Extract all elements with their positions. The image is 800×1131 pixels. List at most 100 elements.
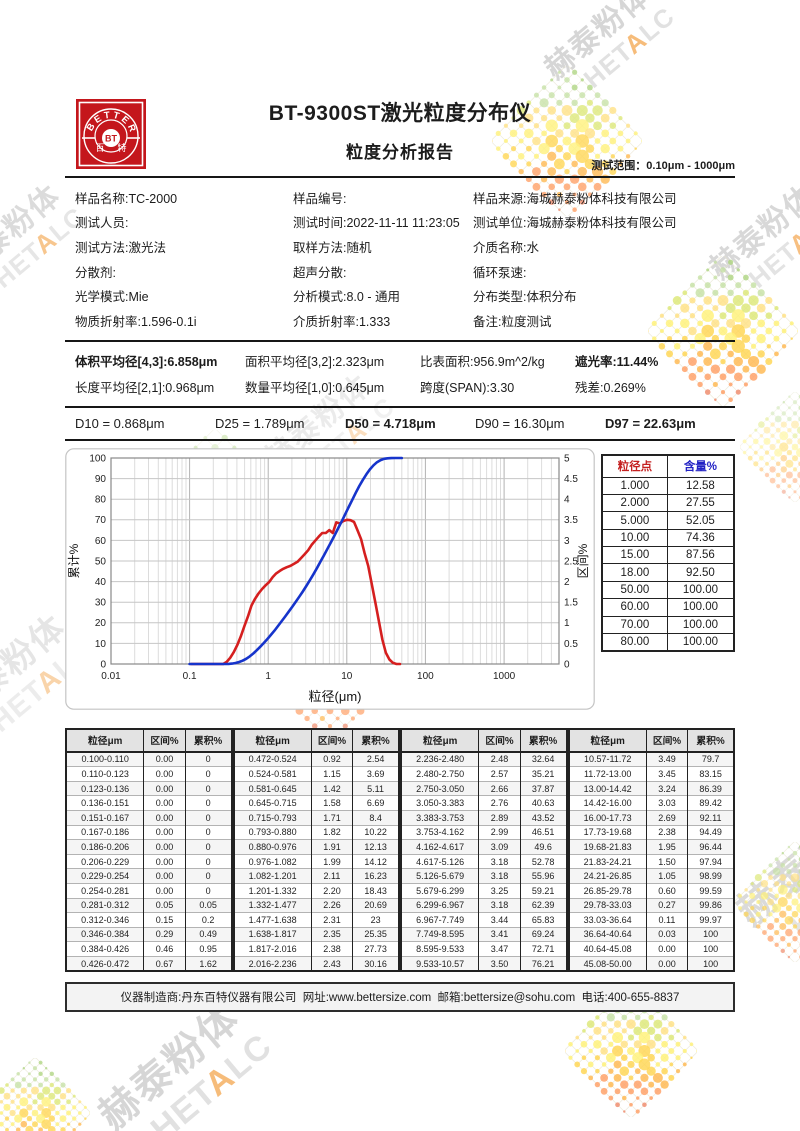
cell-cumulative: 79.7 <box>687 751 734 767</box>
table-row: 7.749-8.595 3.41 69.24 <box>401 926 567 942</box>
cell-cumulative: 72.71 <box>519 941 567 957</box>
svg-text:3.5: 3.5 <box>564 515 578 526</box>
svg-text:0.1: 0.1 <box>183 671 197 682</box>
cell-interval: 1.71 <box>310 809 353 826</box>
cell-cumulative: 0 <box>184 766 232 782</box>
cell-range: 8.595-9.533 <box>401 941 479 957</box>
cell-interval: 2.57 <box>478 766 521 782</box>
table-row: 50.00 100.00 <box>601 580 735 600</box>
cell-interval: 1.99 <box>310 853 353 869</box>
table-row: 2.750-3.050 2.66 37.87 <box>401 780 567 796</box>
cell-size-point: 15.00 <box>601 546 668 565</box>
cell-interval: 0.00 <box>143 839 186 855</box>
cell-interval: 0.00 <box>143 766 186 782</box>
cell-size-point: 60.00 <box>601 598 668 617</box>
cell-interval: 3.47 <box>478 941 521 957</box>
cell-cumulative: 100 <box>687 955 734 972</box>
info-field-r5c2: 分析模式:8.0 - 通用 <box>293 290 400 305</box>
cell-range: 0.715-0.793 <box>233 809 312 826</box>
distribution-table-group-1: 粒径μm 区间% 累积% 0.100-0.110 0.00 0 0.110-0.123 0.0… <box>65 727 233 973</box>
chart-section: 0 10 20 30 40 50 60 70 80 90 100 0 0.5 1 1.5 2 2.5 3 3.5 4 4… <box>65 447 735 715</box>
table-row: 5.679-6.299 3.25 59.21 <box>401 882 567 898</box>
cell-cumulative: 0 <box>184 809 232 826</box>
cell-size-point: 50.00 <box>601 580 668 600</box>
table-row: 0.100-0.110 0.00 0 <box>66 751 232 767</box>
cell-interval: 3.03 <box>645 795 688 811</box>
cell-range: 6.299-6.967 <box>401 897 479 913</box>
cell-range: 5.679-6.299 <box>401 882 479 898</box>
dist-header-2: 累积% <box>519 728 567 753</box>
table-row: 18.00 92.50 <box>601 563 735 582</box>
dist-header-2: 累积% <box>687 728 734 753</box>
distribution-table-group-3: 粒径μm 区间% 累积% 2.236-2.480 2.48 32.64 2.480-2.75… <box>400 727 568 973</box>
cell-cumulative: 40.63 <box>519 795 567 811</box>
cell-cumulative: 0 <box>184 780 232 796</box>
table-row: 0.645-0.715 1.58 6.69 <box>233 795 399 811</box>
cell-range: 0.384-0.426 <box>66 941 144 957</box>
d-value-1: D10 = 0.868μm <box>75 415 165 431</box>
d-value-3: D50 = 4.718μm <box>345 415 436 431</box>
cell-range: 3.753-4.162 <box>401 824 479 840</box>
info-field-r5c1: 光学模式:Mie <box>75 290 149 305</box>
d-value-2: D25 = 1.789μm <box>215 415 305 431</box>
cell-range: 0.976-1.082 <box>233 853 312 869</box>
cell-range: 2.016-2.236 <box>233 955 312 972</box>
cell-range: 5.126-5.679 <box>401 868 479 884</box>
cell-interval: 1.50 <box>645 853 688 869</box>
cell-size-point: 2.000 <box>601 493 668 513</box>
svg-text:60: 60 <box>95 535 107 546</box>
svg-text:10: 10 <box>341 671 353 682</box>
cell-interval: 3.41 <box>478 926 521 942</box>
cell-cumulative: 0.2 <box>184 912 232 928</box>
cell-range: 0.206-0.229 <box>66 853 144 869</box>
cell-cumulative: 62.39 <box>519 897 567 913</box>
cell-cumulative: 98.99 <box>687 868 734 884</box>
cell-cumulative: 99.86 <box>687 897 734 913</box>
svg-text:4.5: 4.5 <box>564 474 578 485</box>
cell-interval: 0.00 <box>143 780 186 796</box>
cell-cumulative: 0 <box>184 824 232 840</box>
cell-range: 0.426-0.472 <box>66 955 144 972</box>
bettersize-logo-icon: BETTER BT 百 特 <box>76 99 146 169</box>
cell-cumulative: 46.51 <box>519 824 567 840</box>
cell-interval: 1.82 <box>310 824 353 840</box>
table-row: 80.00 100.00 <box>601 632 735 652</box>
table-row: 1.638-1.817 2.35 25.35 <box>233 926 399 942</box>
cell-cumulative: 0.49 <box>184 926 232 942</box>
cell-interval: 0.00 <box>143 882 186 898</box>
cell-range: 0.645-0.715 <box>233 795 312 811</box>
cell-interval: 2.66 <box>478 780 521 796</box>
cell-range: 24.21-26.85 <box>568 868 647 884</box>
cell-content-pct: 12.58 <box>666 476 735 495</box>
table-row: 24.21-26.85 1.05 98.99 <box>568 868 734 884</box>
average-field-r1c4: 遮光率:11.44% <box>575 355 659 370</box>
table-row: 0.426-0.472 0.67 1.62 <box>66 955 232 972</box>
cell-cumulative: 0 <box>184 853 232 869</box>
cell-interval: 3.18 <box>478 897 521 913</box>
cell-range: 2.750-3.050 <box>401 780 479 796</box>
cell-range: 0.281-0.312 <box>66 897 144 913</box>
table-row: 0.110-0.123 0.00 0 <box>66 766 232 782</box>
table-row: 11.72-13.00 3.45 83.15 <box>568 766 734 782</box>
table-row: 0.151-0.167 0.00 0 <box>66 809 232 826</box>
dist-header-1: 区间% <box>645 728 688 753</box>
cell-interval: 3.50 <box>478 955 521 972</box>
cell-size-point: 70.00 <box>601 615 668 634</box>
cell-content-pct: 74.36 <box>666 528 735 548</box>
cell-range: 10.57-11.72 <box>568 751 647 767</box>
table-row: 2.236-2.480 2.48 32.64 <box>401 751 567 767</box>
cell-interval: 0.92 <box>310 751 353 767</box>
table-row: 2.016-2.236 2.43 30.16 <box>233 955 399 972</box>
cell-size-point: 10.00 <box>601 528 668 548</box>
cell-interval: 2.48 <box>478 751 521 767</box>
cell-cumulative: 83.15 <box>687 766 734 782</box>
cell-interval: 3.45 <box>645 766 688 782</box>
table-row: 5.126-5.679 3.18 55.96 <box>401 868 567 884</box>
cell-range: 45.08-50.00 <box>568 955 647 972</box>
dist-header-1: 区间% <box>310 728 353 753</box>
info-field-r5c3: 分布类型:体积分布 <box>473 290 577 305</box>
distribution-table-group-4: 粒径μm 区间% 累积% 10.57-11.72 3.49 79.7 11.72-13.00… <box>567 727 735 973</box>
cell-content-pct: 52.05 <box>666 511 735 530</box>
dist-header-0: 粒径μm <box>66 728 144 753</box>
table-row: 0.880-0.976 1.91 12.13 <box>233 839 399 855</box>
